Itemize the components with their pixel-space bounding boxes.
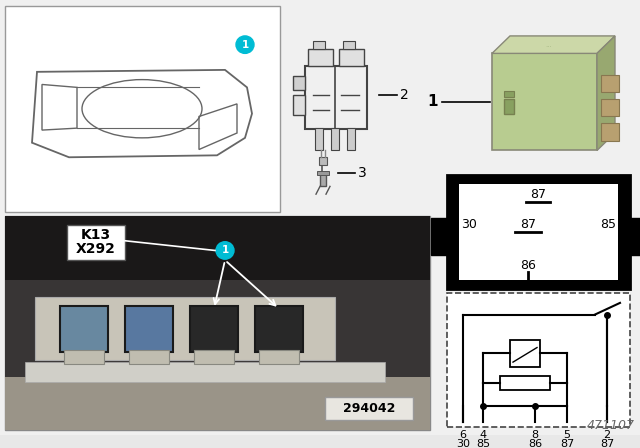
Text: 85: 85: [600, 218, 616, 231]
Bar: [601, 99, 619, 116]
Bar: [504, 91, 514, 97]
Bar: [67, 225, 125, 260]
Bar: [317, 171, 329, 175]
Circle shape: [236, 36, 254, 53]
Bar: [35, 297, 335, 360]
Text: 6: 6: [460, 430, 467, 440]
Bar: [500, 376, 550, 390]
Bar: [5, 6, 280, 211]
Bar: [5, 216, 430, 284]
Text: 1: 1: [241, 40, 248, 50]
Bar: [5, 377, 430, 430]
Bar: [492, 53, 597, 151]
Bar: [125, 306, 173, 353]
Text: 87: 87: [520, 218, 536, 231]
Text: 4: 4: [479, 430, 486, 440]
Bar: [5, 280, 430, 377]
Polygon shape: [32, 70, 252, 157]
Bar: [320, 173, 326, 186]
Bar: [325, 397, 413, 420]
Bar: [259, 350, 299, 364]
Bar: [308, 48, 333, 66]
Bar: [331, 128, 339, 150]
Bar: [129, 350, 169, 364]
Bar: [431, 219, 447, 255]
Text: 2: 2: [604, 430, 611, 440]
Bar: [447, 175, 630, 289]
Bar: [319, 157, 327, 165]
Bar: [194, 350, 234, 364]
Text: 85: 85: [476, 439, 490, 448]
Text: 3: 3: [358, 166, 367, 180]
Bar: [601, 75, 619, 92]
Bar: [60, 306, 108, 353]
Bar: [347, 128, 355, 150]
Text: 294042: 294042: [343, 402, 395, 415]
Text: 471107: 471107: [587, 419, 635, 432]
Text: X292: X292: [76, 241, 116, 255]
Bar: [315, 128, 323, 150]
Bar: [601, 123, 619, 141]
Bar: [630, 219, 640, 255]
Bar: [504, 99, 514, 114]
Bar: [293, 95, 305, 115]
Bar: [25, 362, 385, 382]
Bar: [339, 48, 364, 66]
Bar: [447, 293, 630, 427]
Text: 87: 87: [600, 439, 614, 448]
Polygon shape: [597, 36, 615, 151]
Bar: [64, 350, 104, 364]
Text: 5: 5: [563, 430, 570, 440]
Bar: [5, 216, 430, 430]
Text: 2: 2: [400, 88, 409, 102]
Bar: [293, 76, 305, 90]
Bar: [459, 185, 618, 280]
Text: 30: 30: [456, 439, 470, 448]
Text: K13: K13: [81, 228, 111, 242]
Bar: [190, 306, 238, 353]
Bar: [313, 41, 325, 48]
Text: 1: 1: [428, 95, 438, 109]
Polygon shape: [199, 104, 237, 150]
Circle shape: [216, 242, 234, 259]
Bar: [510, 340, 540, 367]
Text: 86: 86: [528, 439, 542, 448]
Polygon shape: [42, 85, 77, 130]
Polygon shape: [492, 36, 615, 53]
Bar: [343, 41, 355, 48]
Bar: [255, 306, 303, 353]
Text: 30: 30: [461, 218, 477, 231]
Bar: [305, 66, 367, 129]
Text: 87: 87: [560, 439, 574, 448]
Text: ...: ...: [546, 42, 552, 47]
Text: 1: 1: [221, 246, 228, 255]
Text: 8: 8: [531, 430, 539, 440]
Text: 86: 86: [520, 258, 536, 271]
Text: 87: 87: [530, 188, 546, 201]
